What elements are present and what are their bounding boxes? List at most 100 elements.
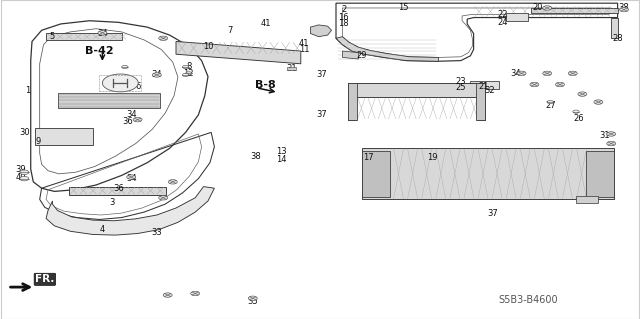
Text: 32: 32 — [484, 86, 495, 95]
Polygon shape — [470, 81, 499, 89]
Text: 38: 38 — [251, 152, 261, 161]
Circle shape — [620, 7, 628, 12]
Bar — [35, 128, 93, 145]
Text: 12: 12 — [184, 69, 194, 78]
Text: 13: 13 — [276, 147, 287, 156]
Text: S5B3-B4600: S5B3-B4600 — [498, 295, 558, 306]
Circle shape — [578, 92, 587, 96]
Polygon shape — [362, 151, 390, 197]
Text: 10: 10 — [203, 42, 213, 51]
Text: 7: 7 — [228, 26, 233, 35]
Circle shape — [182, 65, 189, 69]
Circle shape — [607, 141, 616, 146]
Circle shape — [543, 71, 552, 76]
Circle shape — [152, 73, 161, 77]
Text: 17: 17 — [363, 153, 373, 162]
Text: 20: 20 — [532, 4, 543, 12]
Circle shape — [20, 176, 29, 181]
Polygon shape — [31, 21, 208, 191]
Bar — [99, 75, 141, 91]
Text: 22: 22 — [497, 10, 508, 19]
Text: 36: 36 — [113, 184, 124, 193]
Polygon shape — [362, 148, 614, 199]
Text: 16: 16 — [338, 13, 348, 22]
Text: 19: 19 — [427, 153, 437, 162]
Circle shape — [607, 132, 616, 136]
Polygon shape — [348, 83, 485, 120]
Polygon shape — [46, 187, 214, 235]
Polygon shape — [586, 151, 614, 197]
Circle shape — [20, 170, 29, 174]
Text: 6: 6 — [135, 82, 140, 91]
Circle shape — [530, 82, 539, 87]
Circle shape — [556, 82, 564, 87]
Circle shape — [163, 293, 172, 297]
Text: 31: 31 — [600, 131, 610, 140]
Text: 25: 25 — [456, 83, 466, 92]
Text: 2: 2 — [342, 5, 347, 14]
Bar — [287, 67, 296, 70]
Polygon shape — [176, 41, 301, 64]
Polygon shape — [336, 3, 618, 61]
Text: 28: 28 — [612, 34, 623, 43]
Text: 36: 36 — [123, 117, 133, 126]
Circle shape — [168, 180, 177, 184]
Text: 8: 8 — [186, 63, 191, 71]
Text: 24: 24 — [497, 18, 508, 27]
Text: 1: 1 — [25, 86, 30, 95]
Text: 34: 34 — [510, 69, 520, 78]
Circle shape — [159, 196, 168, 200]
Polygon shape — [531, 8, 618, 13]
Text: 38: 38 — [619, 4, 629, 12]
Text: 34: 34 — [126, 174, 136, 183]
Circle shape — [133, 117, 142, 122]
Circle shape — [191, 291, 200, 296]
Polygon shape — [506, 13, 528, 21]
Circle shape — [573, 110, 579, 113]
Text: 23: 23 — [456, 77, 466, 86]
Text: 5: 5 — [50, 32, 55, 41]
Text: 37: 37 — [488, 209, 498, 218]
Text: 34: 34 — [126, 110, 136, 119]
Text: 41: 41 — [260, 19, 271, 28]
Circle shape — [102, 74, 138, 92]
Circle shape — [543, 6, 552, 10]
Circle shape — [122, 65, 128, 69]
Text: 21: 21 — [478, 82, 488, 91]
Circle shape — [547, 100, 554, 104]
Text: B-42: B-42 — [85, 46, 113, 56]
Text: 4: 4 — [100, 225, 105, 234]
Circle shape — [98, 31, 107, 35]
Polygon shape — [69, 187, 166, 195]
Text: 3: 3 — [109, 198, 115, 207]
Polygon shape — [348, 83, 357, 120]
Text: 41: 41 — [299, 39, 309, 48]
Text: 15: 15 — [398, 4, 408, 12]
Polygon shape — [576, 196, 598, 203]
Text: 26: 26 — [574, 114, 584, 122]
Circle shape — [517, 71, 526, 76]
Polygon shape — [611, 18, 618, 38]
Circle shape — [159, 36, 168, 41]
Text: 34: 34 — [97, 29, 108, 38]
Polygon shape — [342, 51, 358, 59]
Circle shape — [186, 72, 192, 75]
Polygon shape — [58, 93, 160, 108]
Text: 31: 31 — [286, 64, 296, 73]
Text: 29: 29 — [356, 51, 367, 60]
Circle shape — [594, 100, 603, 104]
Polygon shape — [46, 33, 122, 40]
Text: 37: 37 — [317, 110, 327, 119]
Text: 11: 11 — [299, 45, 309, 54]
Text: 40: 40 — [15, 173, 26, 182]
Text: 30: 30 — [19, 128, 29, 137]
Text: 33: 33 — [152, 228, 162, 237]
Text: 9: 9 — [35, 137, 40, 146]
Text: 37: 37 — [317, 70, 327, 79]
Text: B-8: B-8 — [255, 79, 276, 90]
Circle shape — [248, 296, 257, 300]
Text: 34: 34 — [152, 70, 162, 79]
Text: 35: 35 — [248, 297, 258, 306]
Polygon shape — [336, 37, 438, 61]
Text: 39: 39 — [15, 165, 26, 174]
